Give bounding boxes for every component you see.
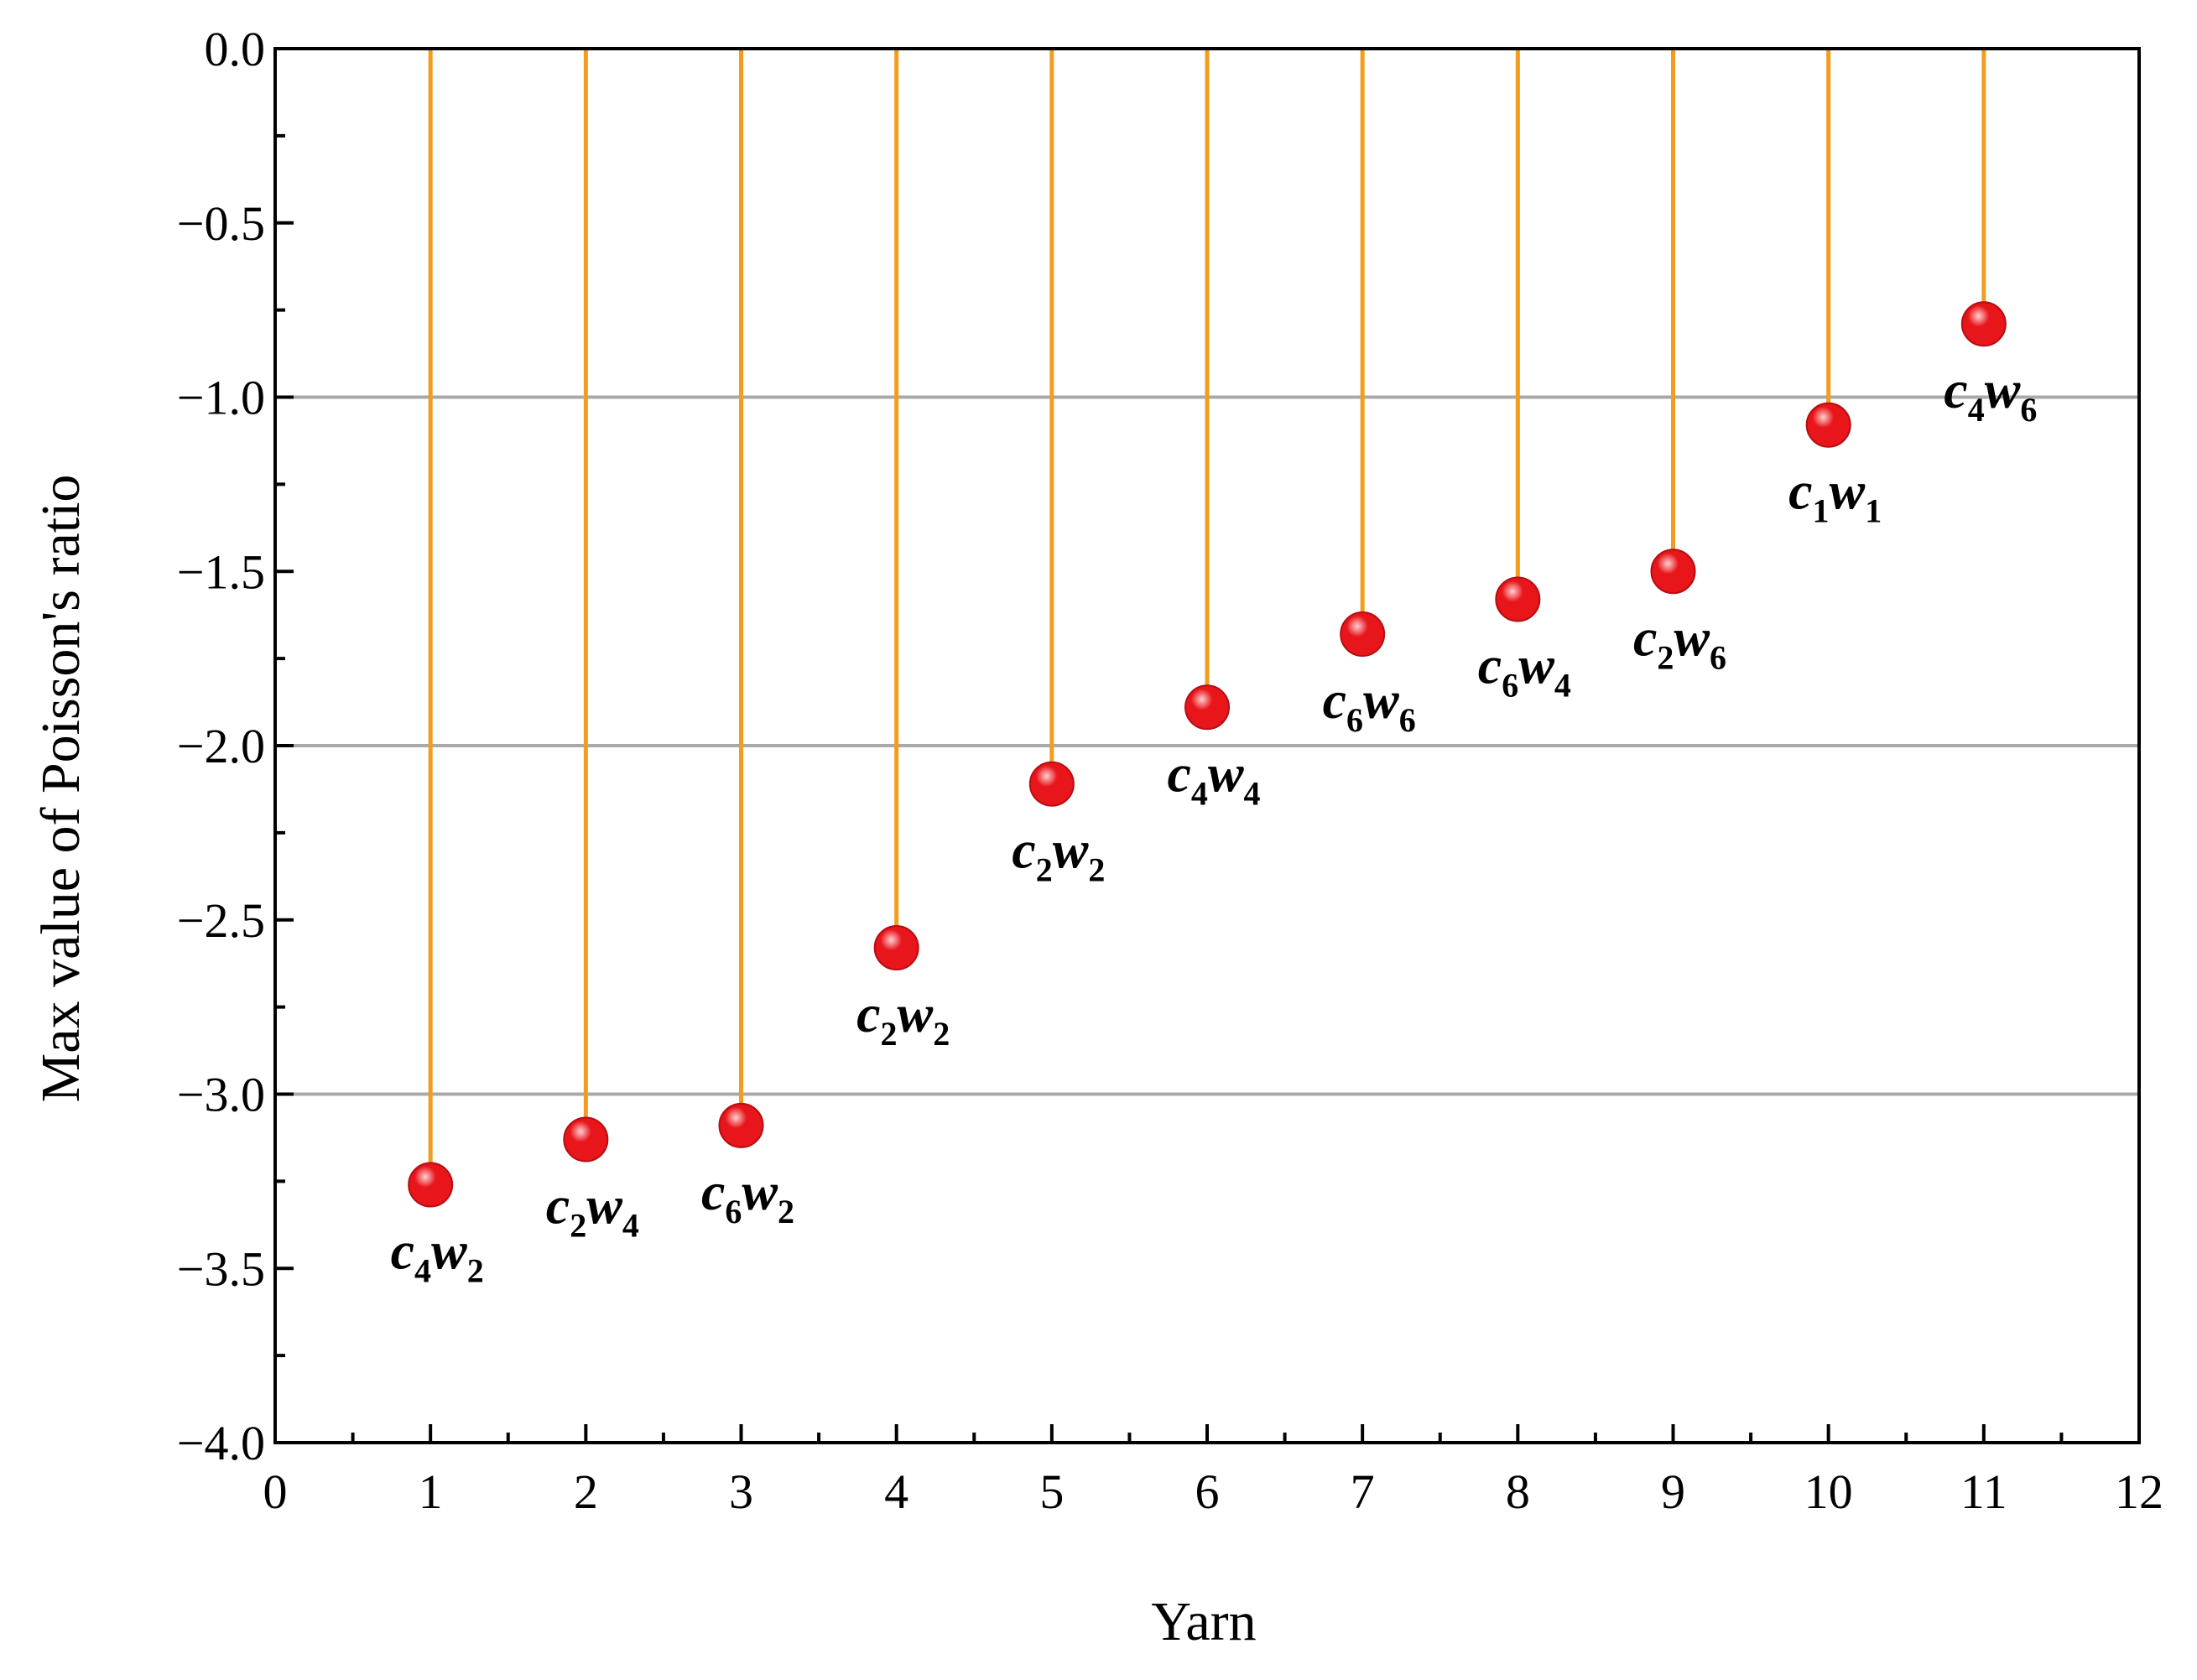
stem-layer xyxy=(428,49,1986,1185)
x-tick-label: 11 xyxy=(1960,1464,2007,1519)
y-tick-label: 0.0 xyxy=(205,22,266,76)
x-tick-label: 3 xyxy=(729,1464,753,1519)
data-point-label: c6w4 xyxy=(1478,635,1571,704)
x-axis-title: Yarn xyxy=(1151,1591,1256,1652)
x-tick-label: 10 xyxy=(1804,1464,1853,1519)
x-tick-label: 1 xyxy=(419,1464,443,1519)
data-point-marker xyxy=(1650,549,1696,595)
x-tick-label: 6 xyxy=(1195,1464,1220,1519)
x-tick-label: 8 xyxy=(1506,1464,1530,1519)
data-point-marker xyxy=(718,1102,764,1148)
data-point-label: c4w4 xyxy=(1167,743,1260,812)
data-point-label: c2w4 xyxy=(546,1176,639,1245)
x-tick-label: 7 xyxy=(1351,1464,1375,1519)
data-point-label: c4w6 xyxy=(1944,360,2037,429)
x-tick-label: 5 xyxy=(1039,1464,1064,1519)
data-point-marker xyxy=(1028,761,1075,807)
y-tick-label: −2.0 xyxy=(177,719,265,773)
data-point-label: c6w6 xyxy=(1323,670,1416,739)
x-tick-label: 2 xyxy=(574,1464,598,1519)
data-point-marker xyxy=(563,1116,609,1162)
data-point-label: c2w2 xyxy=(856,984,950,1053)
data-point-marker xyxy=(1805,402,1851,448)
data-point-label: c1w1 xyxy=(1788,461,1882,530)
data-point-marker xyxy=(408,1162,454,1208)
y-tick-label: −1.0 xyxy=(177,371,265,425)
axis-layer: 0.0−0.5−1.0−1.5−2.0−2.5−3.0−3.5−4.00 1 2 3 4… xyxy=(177,22,2163,1519)
y-tick-label: −3.0 xyxy=(177,1068,265,1122)
data-point-label: c4w2 xyxy=(391,1221,484,1290)
data-point-marker xyxy=(1960,301,2007,347)
y-tick-label: −1.5 xyxy=(177,544,265,599)
y-axis-title: Max value of Poisson's ratio xyxy=(30,475,91,1103)
data-point-label: c6w2 xyxy=(701,1162,794,1230)
y-tick-label: −4.0 xyxy=(177,1416,265,1470)
data-point-marker xyxy=(1340,611,1386,658)
y-tick-label: −3.5 xyxy=(177,1241,265,1296)
x-tick-label: 9 xyxy=(1661,1464,1685,1519)
data-point-marker xyxy=(873,924,919,970)
y-tick-label: −2.5 xyxy=(177,893,265,948)
data-point-label: c2w2 xyxy=(1012,820,1105,889)
data-point-marker xyxy=(1184,684,1230,731)
data-point-marker xyxy=(1495,576,1541,622)
point-label-layer: c4w2 c2w4 c6w2 c2w2 c2w2 c4w4 c6w6 c6w4 c2w6 c1w1… xyxy=(391,360,2038,1289)
data-point-label: c2w6 xyxy=(1633,607,1726,676)
x-tick-label: 0 xyxy=(263,1464,288,1519)
x-tick-label: 4 xyxy=(884,1464,908,1519)
marker-layer xyxy=(408,301,2007,1208)
x-tick-label: 12 xyxy=(2115,1464,2163,1519)
y-tick-label: −0.5 xyxy=(177,196,265,251)
